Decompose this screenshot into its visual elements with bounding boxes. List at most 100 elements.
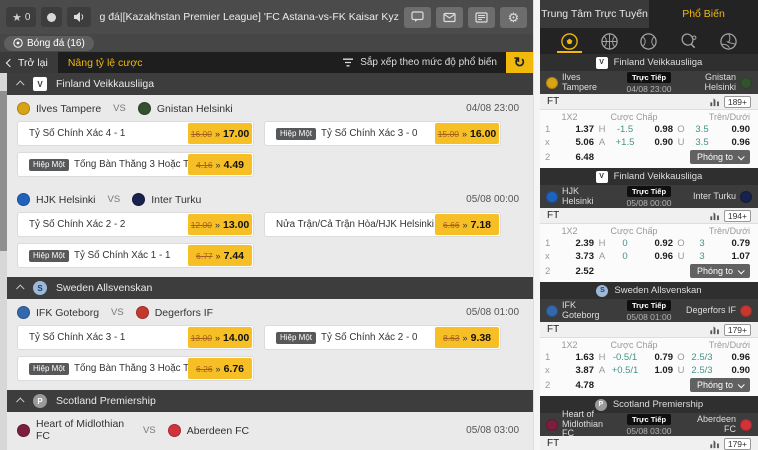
odds-value[interactable]: 1.09: [654, 365, 674, 376]
arrow-icon: »: [462, 332, 468, 343]
away-team-logo: [740, 76, 752, 89]
chat-button[interactable]: [404, 6, 431, 28]
home-team: HJK Helsinki: [546, 186, 612, 206]
odds-value[interactable]: 0.90: [654, 137, 674, 148]
away-team-name: Degerfors IF: [686, 304, 737, 315]
bet-label: Tỷ Số Chính Xác 2 - 2: [29, 219, 126, 230]
refresh-button[interactable]: ↻: [506, 52, 533, 73]
odds-card[interactable]: Tỷ Số Chính Xác 4 - 1 16.00 » 17.00: [17, 121, 254, 146]
zoom-button[interactable]: Phóng to: [689, 378, 750, 392]
odds-card[interactable]: Nửa Trận/Cả Trận Hòa/HJK Helsinki 6.66 »…: [264, 212, 501, 237]
odds-value[interactable]: 3.73: [575, 251, 595, 262]
market-count-badge[interactable]: 179+: [723, 323, 751, 336]
sport-filter-football[interactable]: [557, 28, 583, 54]
news-button[interactable]: [468, 6, 495, 28]
arrow-icon: »: [214, 332, 220, 343]
odds-value[interactable]: 0.96: [731, 137, 751, 148]
odds-table-row: 1 2.39 H 0 0.92 O 3 0.79: [545, 237, 753, 250]
sport-filter-table-tennis[interactable]: [679, 28, 698, 54]
home-team-name: HJK Helsinki: [36, 193, 96, 206]
sort-control[interactable]: Sắp xếp theo mức độ phổ biến: [342, 57, 497, 68]
tab-football[interactable]: Bóng đá (16): [4, 35, 94, 51]
odds-value[interactable]: 1.63: [575, 352, 595, 363]
selection-label: 1: [545, 352, 551, 363]
odds-value[interactable]: 2.39: [575, 238, 595, 249]
odds-card[interactable]: Hiệp Một Tỷ Số Chính Xác 2 - 0 8.63 » 9.…: [264, 325, 501, 350]
odds-pill: 12.00 » 13.00: [188, 214, 252, 235]
sidebar-match-header[interactable]: HJK Helsinki Trực Tiếp 05/08 00:00 Inter…: [540, 185, 758, 208]
sport-filter-tennis[interactable]: [639, 28, 658, 54]
odds-card[interactable]: Hiệp Một Tỷ Số Chính Xác 1 - 1 6.77 » 7.…: [17, 243, 254, 268]
home-team: Ilves Tampere: [546, 72, 612, 92]
odds-card[interactable]: Hiệp Một Tổng Bàn Thắng 3 Hoặc Trở Lên 6…: [17, 356, 254, 381]
bet-label: Nửa Trận/Cả Trận Hòa/HJK Helsinki: [276, 219, 434, 230]
odds-card[interactable]: Tỷ Số Chính Xác 3 - 1 13.00 » 14.00: [17, 325, 254, 350]
col-handicap: Cược Chấp: [610, 112, 658, 122]
market-count-badge[interactable]: 194+: [723, 209, 751, 222]
odds-value[interactable]: 0.96: [731, 352, 751, 363]
sport-filter-basketball[interactable]: [600, 28, 619, 54]
away-team-name: Inter Turku: [692, 190, 736, 201]
odds-pill: 6.77 » 7.44: [188, 245, 252, 266]
period-row: FT 179+: [540, 436, 758, 450]
chevron-down-icon: [737, 152, 745, 160]
sport-filter-volleyball[interactable]: [719, 28, 738, 54]
league-name: Scotland Premiership: [612, 399, 704, 410]
market-count-badge[interactable]: 179+: [723, 437, 751, 450]
scrollbar-thumb[interactable]: [0, 91, 7, 251]
league-header-scotland[interactable]: P Scotland Premiership: [7, 390, 533, 412]
home-team-name: HJK Helsinki: [562, 186, 594, 206]
odds-value[interactable]: 4.78: [575, 379, 595, 391]
info-button[interactable]: [41, 7, 63, 27]
odds-card[interactable]: Tỷ Số Chính Xác 2 - 2 12.00 » 13.00: [17, 212, 254, 237]
scrollbar-track[interactable]: [0, 73, 7, 450]
league-header-finland[interactable]: V Finland Veikkausliiga: [7, 73, 533, 95]
league-header-sweden[interactable]: S Sweden Allsvenskan: [7, 277, 533, 299]
odds-value[interactable]: 1.07: [731, 251, 751, 262]
news-icon: [475, 11, 488, 23]
odds-table: 1X2 Cược Chấp Trên/Dưới 1 1.63 H -0.5/1 …: [540, 338, 758, 396]
odds-value[interactable]: 0.90: [731, 124, 751, 135]
back-button[interactable]: Trở lại: [0, 52, 58, 73]
odds-value[interactable]: 0.92: [654, 238, 674, 249]
period-badge: Hiệp Một: [29, 249, 70, 262]
odds-value[interactable]: 0.98: [654, 124, 674, 135]
mail-button[interactable]: [436, 6, 463, 28]
sidebar-match-header[interactable]: Heart of Midlothian FC Trực Tiếp 05/08 0…: [540, 410, 758, 438]
odds-value[interactable]: 3.87: [575, 365, 595, 376]
tab-online-center[interactable]: Trung Tâm Trực Tuyến: [540, 0, 649, 28]
odds-row: Tỷ Số Chính Xác 3 - 1 13.00 » 14.00 Hiệp…: [7, 322, 533, 353]
favorites-button[interactable]: ★ 0: [6, 7, 37, 27]
zoom-button[interactable]: Phóng to: [689, 264, 750, 278]
odds-value[interactable]: 6.48: [575, 151, 595, 163]
speaker-icon: [74, 12, 84, 22]
odds-card[interactable]: Hiệp Một Tỷ Số Chính Xác 3 - 0 15.00 » 1…: [264, 121, 501, 146]
bet-label: Hiệp Một Tỷ Số Chính Xác 1 - 1: [18, 249, 170, 262]
period-badge: Hiệp Một: [276, 127, 317, 140]
live-badge: Trực Tiếp: [626, 71, 672, 83]
odds-value[interactable]: 2.52: [575, 265, 595, 277]
sidebar-match-header[interactable]: Ilves Tampere Trực Tiếp 04/08 23:00 Gnis…: [540, 71, 758, 94]
odds-value[interactable]: 0.96: [654, 251, 674, 262]
selection-label: x: [545, 137, 550, 148]
bet-label: Tỷ Số Chính Xác 4 - 1: [29, 128, 126, 139]
odds-value[interactable]: 0.79: [731, 238, 751, 249]
home-team-name: Ilves Tampere: [562, 72, 598, 92]
odds-value[interactable]: 1.37: [575, 124, 595, 135]
odds-value[interactable]: 0.79: [654, 352, 674, 363]
sound-button[interactable]: [67, 7, 92, 27]
zoom-button[interactable]: Phóng to: [689, 150, 750, 164]
odds-card[interactable]: Hiệp Một Tổng Bàn Thắng 3 Hoặc Trở Lên 4…: [17, 152, 254, 177]
basketball-icon: [601, 32, 618, 50]
sidebar-match-header[interactable]: IFK Goteborg Trực Tiếp 05/08 01:00 Deger…: [540, 299, 758, 322]
period-badge: Hiệp Một: [29, 362, 70, 375]
settings-button[interactable]: ⚙: [500, 6, 527, 28]
match-time: 04/08 23:00: [626, 83, 672, 94]
match-time: 04/08 23:00: [466, 103, 519, 114]
odds-table-row: 1 1.63 H -0.5/1 0.79 O 2.5/3 0.96: [545, 351, 753, 364]
odds-value[interactable]: 0.90: [731, 365, 751, 376]
away-team-logo: [137, 102, 151, 115]
odds-value[interactable]: 5.06: [575, 137, 595, 148]
tab-popular[interactable]: Phổ Biến: [649, 0, 758, 28]
market-count-badge[interactable]: 189+: [723, 95, 751, 108]
